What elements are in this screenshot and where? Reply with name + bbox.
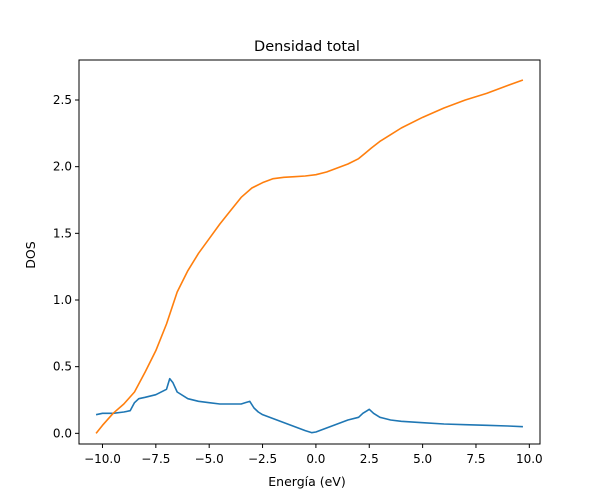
series-layer [95,79,524,434]
x-axis-label: Energía (eV) [268,474,345,489]
x-tick-label: 2.5 [360,452,379,466]
x-tick-label: 7.5 [466,452,485,466]
y-tick-label: 1.5 [53,226,72,240]
y-axis-ticks: 0.0 0.5 1.0 1.5 2.0 2.5 [53,93,79,440]
series-line-1 [95,377,523,434]
x-tick-label: 5.0 [413,452,432,466]
y-tick-label: 0.5 [53,360,72,374]
x-tick-label: −2.5 [248,452,277,466]
x-tick-label: −7.5 [141,452,170,466]
series-line-2 [95,79,524,434]
y-tick-label: 0.0 [53,426,72,440]
y-axis-label: DOS [23,241,38,268]
y-tick-label: 2.0 [53,160,72,174]
x-tick-label: 0.0 [306,452,325,466]
x-tick-label: 10.0 [516,452,543,466]
chart-title: Densidad total [254,39,360,55]
y-tick-label: 1.0 [53,293,72,307]
x-tick-label: −5.0 [195,452,224,466]
x-tick-label: −10.0 [84,452,121,466]
x-axis-ticks: −10.0 −7.5 −5.0 −2.5 0.0 2.5 5.0 7.5 10.0 [84,444,543,466]
y-tick-label: 2.5 [53,93,72,107]
plot-frame [78,59,541,445]
